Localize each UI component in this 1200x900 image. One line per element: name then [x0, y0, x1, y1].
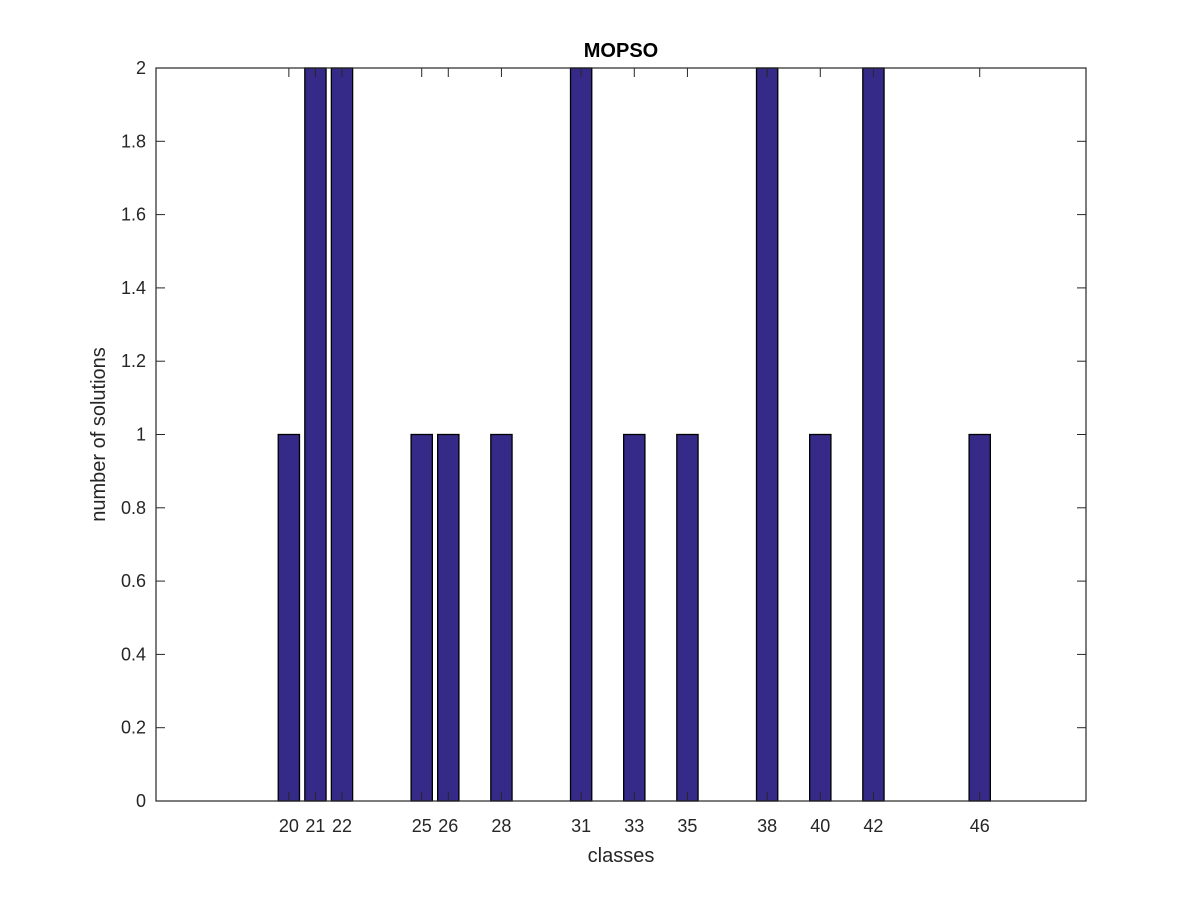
y-tick-label: 2	[136, 58, 146, 78]
x-tick-label: 42	[863, 816, 883, 836]
y-tick-label: 0	[136, 791, 146, 811]
x-tick-label: 25	[412, 816, 432, 836]
chart-title: MOPSO	[584, 40, 658, 62]
y-axis-label: number of solutions	[88, 347, 110, 522]
bar-class-46	[968, 433, 992, 802]
x-tick-label: 40	[810, 816, 830, 836]
x-tick-label: 22	[332, 816, 352, 836]
x-tick-label: 31	[571, 816, 591, 836]
bar-class-38	[755, 67, 779, 802]
bar-class-33	[623, 433, 646, 802]
y-tick-label: 1.4	[121, 278, 146, 298]
y-tick-label: 0.8	[121, 498, 146, 518]
y-tick-label: 0.6	[121, 571, 146, 591]
x-tick-label: 38	[757, 816, 777, 836]
bar-class-28	[490, 433, 513, 802]
x-tick-label: 21	[305, 816, 325, 836]
bar-class-40	[809, 433, 832, 802]
axes-frame	[155, 67, 1087, 802]
x-tick-labels: 20 21 22 25 26 28 31 33 35 38 40 42 46	[279, 816, 990, 836]
y-tick-labels: 0 0.2 0.4 0.6 0.8 1 1.2 1.4 1.6 1.8 2	[121, 58, 146, 811]
y-tick-label: 0.2	[121, 718, 146, 738]
x-tick-label: 33	[624, 816, 644, 836]
bar-class-35	[676, 433, 699, 802]
x-tick-label: 28	[491, 816, 511, 836]
bar-class-26	[437, 433, 460, 802]
y-tick-label: 1.6	[121, 205, 146, 225]
y-tick-label: 1.8	[121, 131, 146, 151]
ticks-layer	[156, 67, 1086, 802]
x-tick-label: 46	[970, 816, 990, 836]
bars-layer	[277, 67, 992, 802]
bar-class-31	[569, 67, 593, 802]
x-tick-label: 35	[677, 816, 697, 836]
bar-class-25	[410, 433, 433, 802]
bar-class-21	[304, 67, 327, 802]
bar-class-20	[277, 433, 301, 802]
bar-class-22	[330, 67, 354, 802]
y-tick-label: 1	[136, 425, 146, 445]
y-tick-label: 1.2	[121, 351, 146, 371]
y-tick-label: 0.4	[121, 644, 146, 664]
x-axis-label: classes	[588, 845, 655, 867]
x-tick-label: 20	[279, 816, 299, 836]
x-tick-label: 26	[438, 816, 458, 836]
bar-class-42	[862, 67, 885, 802]
